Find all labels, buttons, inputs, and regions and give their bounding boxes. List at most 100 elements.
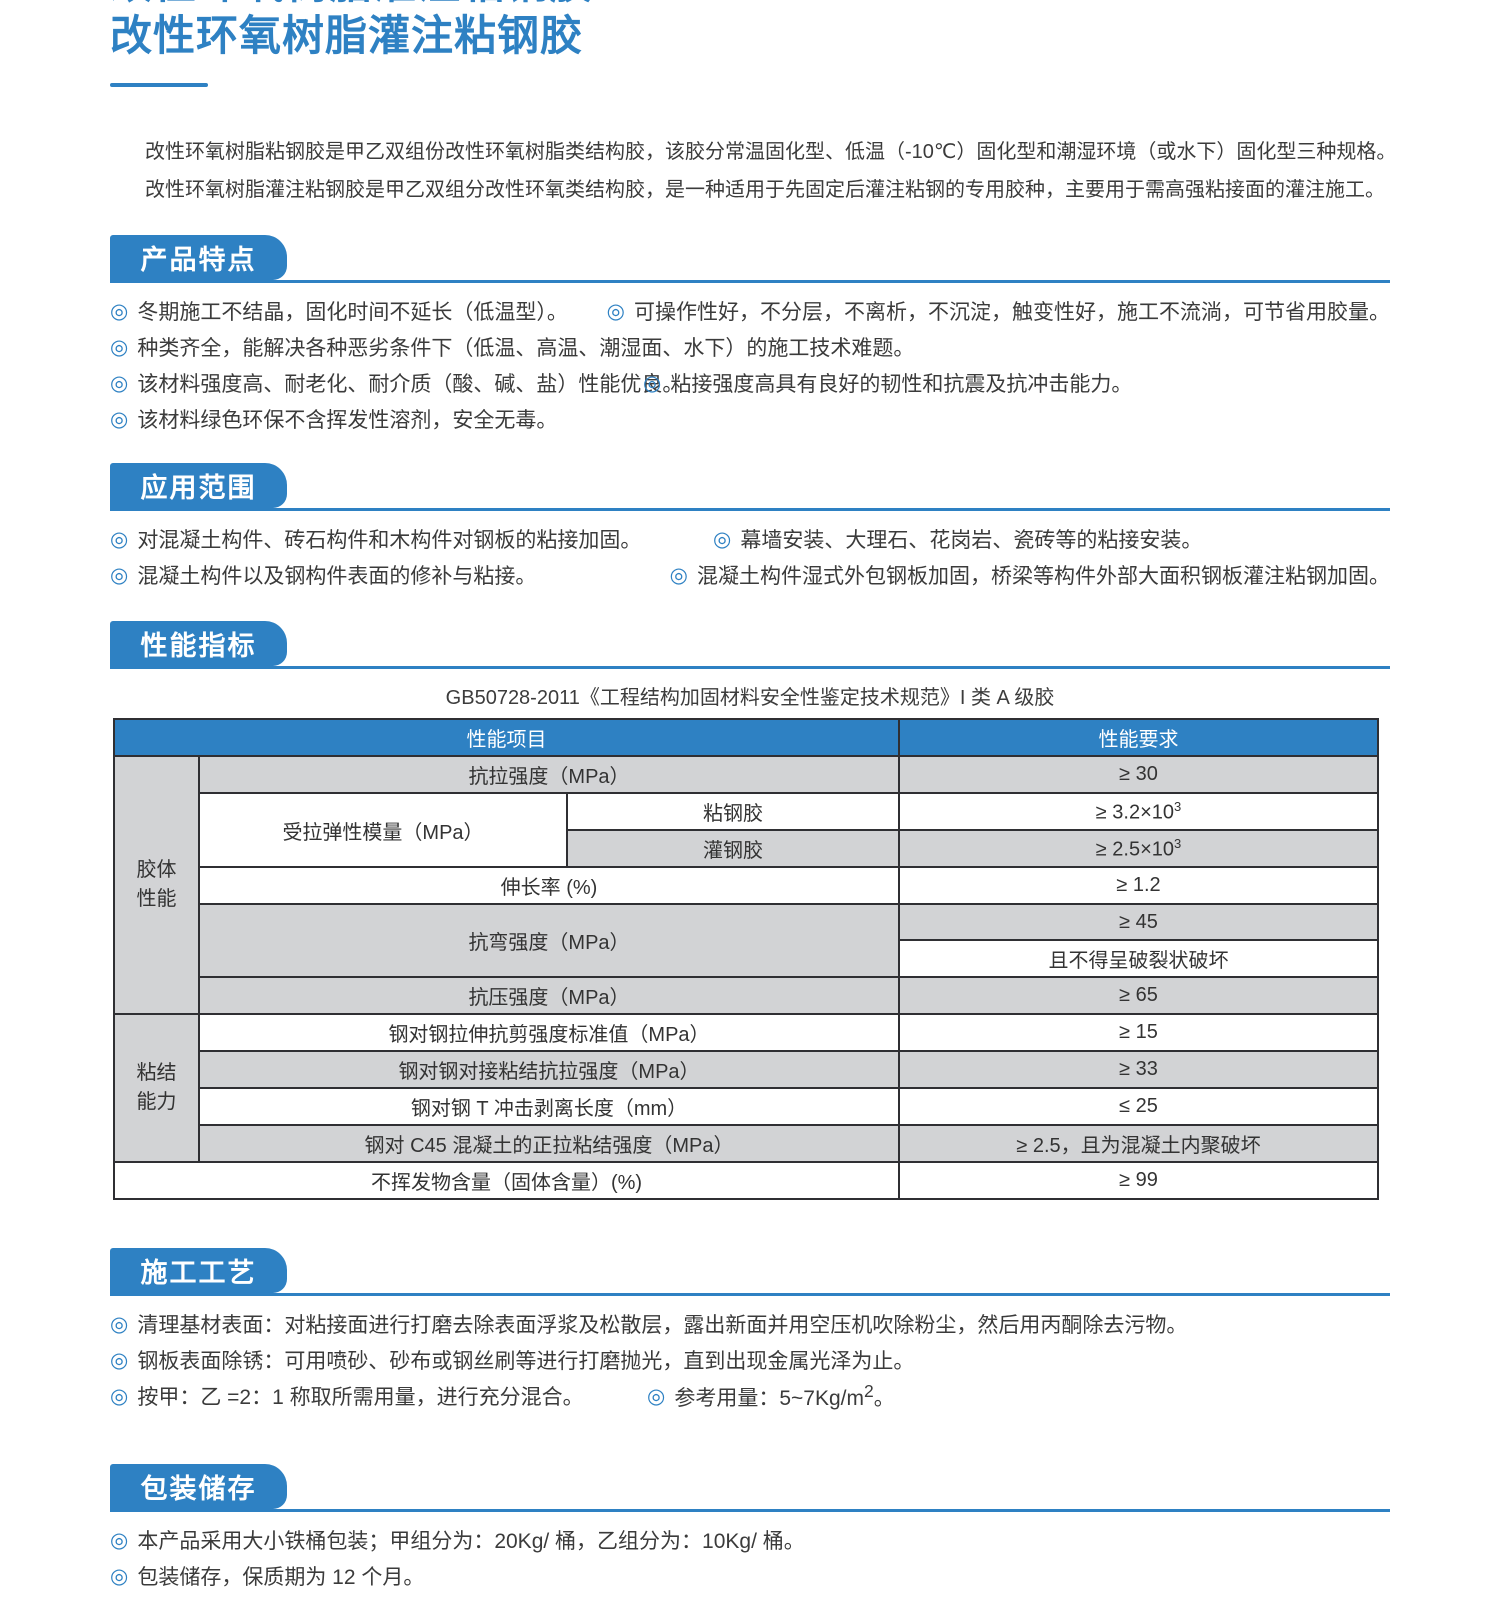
clipped-text: 改性环氧树脂灌注粘钢胶	[110, 0, 1390, 9]
bullet-row: ◎ 混凝土构件以及钢构件表面的修补与粘接。 ◎ 混凝土构件湿式外包钢板加固，桥梁等构件…	[110, 557, 1390, 593]
table-cell: 钢对钢拉伸抗剪强度标准值（MPa）	[197, 1013, 901, 1052]
table-cell: 且不得呈破裂状破坏	[898, 939, 1380, 978]
table-cell: ≥ 99	[898, 1161, 1380, 1200]
section-tab-features: 产品特点	[110, 235, 287, 280]
table-row: 粘结 能力 钢对钢拉伸抗剪强度标准值（MPa） ≥ 15	[113, 1013, 1380, 1163]
bullet-item: ◎ 本产品采用大小铁桶包装；甲组分为：20Kg/ 桶，乙组分为：10Kg/ 桶。	[110, 1525, 805, 1555]
table-row: 钢对钢 T 冲击剥离长度（mm） ≤ 25	[114, 1087, 1380, 1126]
bullet-item: ◎ 清理基材表面：对粘接面进行打磨去除表面浮浆及松散层，露出新面并用空压机吹除粉尘…	[110, 1309, 1187, 1339]
section-divider-line	[110, 508, 1390, 511]
page-title: 改性环氧树脂灌注粘钢胶	[110, 12, 584, 59]
section-features: 产品特点 ◎ 冬期施工不结晶，固化时间不延长（低温型）。 ◎ 可操作性好，不分层，不离…	[110, 235, 1390, 437]
table-cell: ≥ 2.5，且为混凝土内聚破坏	[898, 1124, 1380, 1163]
table-group-cell: 粘结 能力	[113, 1013, 200, 1163]
double-circle-bullet-icon: ◎	[110, 1564, 129, 1588]
clipped-text-artifact: 改性环氧树脂灌注粘钢胶	[110, 0, 1390, 9]
section-divider-line	[110, 1293, 1390, 1296]
applications-bullet-list: ◎ 对混凝土构件、砖石构件和木构件对钢板的粘接加固。 ◎ 幕墙安装、大理石、花岗岩、瓷…	[110, 521, 1390, 593]
table-row: 伸长率 (%) ≥ 1.2	[114, 866, 1380, 905]
bullet-row: ◎ 清理基材表面：对粘接面进行打磨去除表面浮浆及松散层，露出新面并用空压机吹除粉尘…	[110, 1306, 1390, 1342]
double-circle-bullet-icon: ◎	[110, 407, 129, 431]
storage-bullet-list: ◎ 本产品采用大小铁桶包装；甲组分为：20Kg/ 桶，乙组分为：10Kg/ 桶。 ◎…	[110, 1522, 1390, 1594]
bullet-item: ◎ 粘接强度高具有良好的韧性和抗震及抗冲击能力。	[643, 368, 1132, 398]
bullet-row: ◎ 该材料绿色环保不含挥发性溶剂，安全无毒。	[110, 401, 1390, 437]
section-tab-construction: 施工工艺	[110, 1248, 287, 1293]
bullet-item: ◎ 可操作性好，不分层，不离析，不沉淀，触变性好，施工不流淌，可节省用胶量。	[607, 296, 1390, 326]
bullet-text: 该材料强度高、耐老化、耐介质（酸、碱、盐）性能优良。	[137, 373, 684, 396]
double-circle-bullet-icon: ◎	[110, 1312, 129, 1336]
table-cell: ≥ 45	[898, 903, 1380, 941]
table-cell: ≥ 1.2	[898, 866, 1380, 905]
table-cell: ≥ 15	[898, 1013, 1380, 1052]
table-cell: 抗拉强度（MPa）	[197, 755, 901, 794]
bullet-item: ◎ 混凝土构件湿式外包钢板加固，桥梁等构件外部大面积钢板灌注粘钢加固。	[670, 560, 1390, 590]
section-title: 性能指标	[140, 631, 257, 661]
bullet-text: 该材料绿色环保不含挥发性溶剂，安全无毒。	[137, 409, 558, 432]
bullet-item: ◎ 钢板表面除锈：可用喷砂、砂布或钢丝刷等进行打磨抛光，直到出现金属光泽为止。	[110, 1345, 914, 1375]
section-title: 应用范围	[140, 473, 257, 503]
table-row: 钢对 C45 混凝土的正拉粘结强度（MPa） ≥ 2.5，且为混凝土内聚破坏	[114, 1124, 1380, 1163]
section-divider-line	[110, 280, 1390, 283]
section-divider-line	[110, 666, 1390, 669]
table-cell: 伸长率 (%)	[197, 866, 901, 905]
bullet-item: ◎ 冬期施工不结晶，固化时间不延长（低温型）。	[110, 296, 607, 326]
table-row: 受拉弹性模量（MPa） 粘钢胶 ≥ 3.2×103	[114, 792, 1380, 868]
table-cell: 抗压强度（MPa）	[197, 976, 901, 1015]
double-circle-bullet-icon: ◎	[110, 527, 129, 551]
section-storage: 包装储存 ◎ 本产品采用大小铁桶包装；甲组分为：20Kg/ 桶，乙组分为：10Kg…	[110, 1464, 1390, 1594]
table-cell: 灌钢胶	[565, 829, 901, 868]
bullet-row: ◎ 种类齐全，能解决各种恶劣条件下（低温、高温、潮湿面、水下）的施工技术难题。	[110, 329, 1390, 365]
table-row: 灌钢胶 ≥ 2.5×103	[114, 829, 1380, 868]
bullet-row: ◎ 本产品采用大小铁桶包装；甲组分为：20Kg/ 桶，乙组分为：10Kg/ 桶。	[110, 1522, 1390, 1558]
bullet-text: 幕墙安装、大理石、花岗岩、瓷砖等的粘接安装。	[740, 529, 1203, 552]
bullet-text: 混凝土构件湿式外包钢板加固，桥梁等构件外部大面积钢板灌注粘钢加固。	[697, 565, 1390, 588]
table-cell: 钢对 C45 混凝土的正拉粘结强度（MPa）	[197, 1124, 901, 1163]
bullet-text: 可操作性好，不分层，不离析，不沉淀，触变性好，施工不流淌，可节省用胶量。	[634, 301, 1390, 324]
bullet-item: ◎ 幕墙安装、大理石、花岗岩、瓷砖等的粘接安装。	[713, 524, 1202, 554]
double-circle-bullet-icon: ◎	[713, 527, 732, 551]
bullet-item: ◎ 种类齐全，能解决各种恶劣条件下（低温、高温、潮湿面、水下）的施工技术难题。	[110, 332, 914, 362]
performance-table-container: 性能项目 性能要求 胶体 性能 抗拉强度（MPa） ≥ 30 受拉弹性模量（MPa） 粘钢胶 ≥…	[110, 718, 1390, 1200]
table-cell: 钢对钢对接粘结抗拉强度（MPa）	[197, 1050, 901, 1089]
bullet-row: ◎ 包装储存，保质期为 12 个月。	[110, 1558, 1390, 1594]
bullet-item: ◎ 参考用量：5~7Kg/m2。	[647, 1381, 895, 1412]
table-group-cell: 胶体 性能	[113, 755, 200, 1015]
section-title: 包装储存	[140, 1474, 257, 1504]
table-header-requirement: 性能要求	[898, 718, 1380, 757]
table-cell: 钢对钢 T 冲击剥离长度（mm）	[197, 1087, 901, 1126]
bullet-text: 清理基材表面：对粘接面进行打磨去除表面浮浆及松散层，露出新面并用空压机吹除粉尘，…	[137, 1314, 1188, 1337]
table-cell: 粘钢胶	[565, 792, 901, 831]
table-cell: ≥ 2.5×103	[898, 829, 1380, 868]
intro-line-1: 改性环氧树脂粘钢胶是甲乙双组份改性环氧树脂类结构胶，该胶分常温固化型、低温（-1…	[145, 141, 1397, 163]
bullet-row: ◎ 冬期施工不结晶，固化时间不延长（低温型）。 ◎ 可操作性好，不分层，不离析，不沉淀…	[110, 293, 1390, 329]
section-tab-applications: 应用范围	[110, 463, 287, 508]
table-cell: ≥ 33	[898, 1050, 1380, 1089]
bullet-item: ◎ 该材料绿色环保不含挥发性溶剂，安全无毒。	[110, 404, 557, 434]
bullet-text: 混凝土构件以及钢构件表面的修补与粘接。	[137, 565, 537, 588]
bullet-text: 对混凝土构件、砖石构件和木构件对钢板的粘接加固。	[137, 529, 642, 552]
section-applications: 应用范围 ◎ 对混凝土构件、砖石构件和木构件对钢板的粘接加固。 ◎ 幕墙安装、大理石、…	[110, 463, 1390, 593]
double-circle-bullet-icon: ◎	[643, 371, 662, 395]
table-header-item: 性能项目	[112, 718, 901, 757]
table-cell: ≤ 25	[898, 1087, 1380, 1126]
bullet-text: 本产品采用大小铁桶包装；甲组分为：20Kg/ 桶，乙组分为：10Kg/ 桶。	[137, 1530, 805, 1553]
bullet-item: ◎ 混凝土构件以及钢构件表面的修补与粘接。	[110, 560, 670, 590]
double-circle-bullet-icon: ◎	[110, 335, 129, 359]
table-cell: ≥ 30	[898, 755, 1380, 794]
table-cell: ≥ 3.2×103	[898, 792, 1380, 831]
features-bullet-list: ◎ 冬期施工不结晶，固化时间不延长（低温型）。 ◎ 可操作性好，不分层，不离析，不沉淀…	[110, 293, 1390, 437]
table-cell: 不挥发物含量（固体含量）(%)	[112, 1161, 901, 1200]
double-circle-bullet-icon: ◎	[110, 299, 129, 323]
double-circle-bullet-icon: ◎	[110, 1348, 129, 1372]
bullet-row: ◎ 该材料强度高、耐老化、耐介质（酸、碱、盐）性能优良。 ◎ 粘接强度高具有良好的韧性…	[110, 365, 1390, 401]
bullet-text: 按甲：乙 =2：1 称取所需用量，进行充分混合。	[137, 1386, 584, 1409]
double-circle-bullet-icon: ◎	[110, 1384, 129, 1408]
intro-paragraph: 改性环氧树脂粘钢胶是甲乙双组份改性环氧树脂类结构胶，该胶分常温固化型、低温（-1…	[110, 133, 1397, 209]
table-caption: GB50728-2011《工程结构加固材料安全性鉴定技术规范》I 类 A 级胶	[445, 687, 1055, 709]
section-title: 施工工艺	[140, 1258, 257, 1288]
section-construction: 施工工艺 ◎ 清理基材表面：对粘接面进行打磨去除表面浮浆及松散层，露出新面并用空压…	[110, 1248, 1390, 1414]
bullet-row: ◎ 钢板表面除锈：可用喷砂、砂布或钢丝刷等进行打磨抛光，直到出现金属光泽为止。	[110, 1342, 1390, 1378]
table-header-row: 性能项目 性能要求	[112, 718, 1380, 757]
bullet-text: 种类齐全，能解决各种恶劣条件下（低温、高温、潮湿面、水下）的施工技术难题。	[137, 337, 915, 360]
table-cell: 抗弯强度（MPa）	[197, 903, 901, 978]
